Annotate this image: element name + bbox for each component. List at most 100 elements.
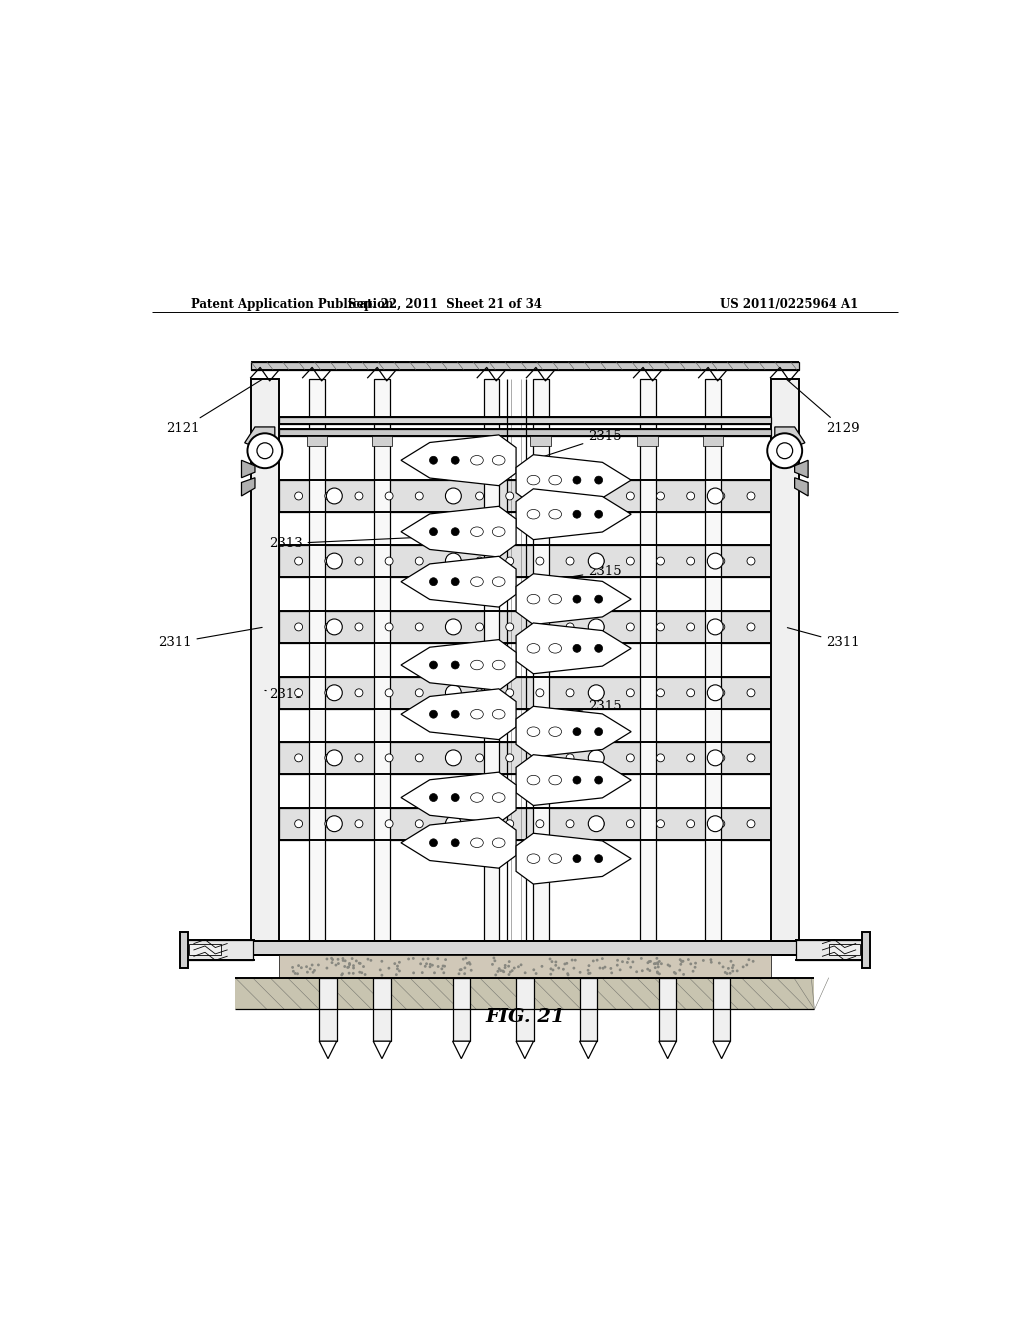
Circle shape <box>385 754 393 762</box>
Circle shape <box>469 962 471 965</box>
Circle shape <box>588 685 604 701</box>
Circle shape <box>497 970 500 973</box>
Circle shape <box>433 972 436 974</box>
Polygon shape <box>516 833 631 884</box>
Ellipse shape <box>493 455 505 465</box>
Polygon shape <box>516 488 631 540</box>
Circle shape <box>294 972 297 975</box>
Bar <box>658 978 677 1041</box>
Circle shape <box>445 816 461 832</box>
Circle shape <box>622 960 624 964</box>
Circle shape <box>694 962 697 965</box>
Circle shape <box>416 492 423 500</box>
Circle shape <box>385 557 393 565</box>
Circle shape <box>536 689 544 697</box>
Circle shape <box>452 457 459 465</box>
Circle shape <box>655 957 658 960</box>
Circle shape <box>331 958 334 961</box>
Circle shape <box>532 969 536 972</box>
Circle shape <box>660 962 663 965</box>
Circle shape <box>506 754 514 762</box>
Circle shape <box>462 958 465 961</box>
Ellipse shape <box>493 527 505 536</box>
Polygon shape <box>401 689 516 739</box>
Bar <box>705 379 721 946</box>
Circle shape <box>602 966 604 970</box>
Circle shape <box>573 958 577 961</box>
Circle shape <box>475 623 483 631</box>
Ellipse shape <box>471 709 483 719</box>
Circle shape <box>641 969 644 972</box>
Circle shape <box>748 689 755 697</box>
Bar <box>771 379 799 946</box>
Circle shape <box>748 623 755 631</box>
Ellipse shape <box>493 838 505 847</box>
Circle shape <box>718 962 721 965</box>
Circle shape <box>396 968 399 970</box>
Circle shape <box>429 793 437 801</box>
Circle shape <box>506 492 514 500</box>
Circle shape <box>573 854 581 862</box>
Circle shape <box>381 974 383 977</box>
Circle shape <box>736 969 738 973</box>
Circle shape <box>687 689 694 697</box>
Circle shape <box>615 964 618 966</box>
Circle shape <box>311 970 314 974</box>
Circle shape <box>646 961 649 964</box>
Circle shape <box>506 557 514 565</box>
Circle shape <box>355 557 362 565</box>
Circle shape <box>348 962 351 965</box>
Circle shape <box>475 754 483 762</box>
Circle shape <box>632 961 634 964</box>
Circle shape <box>729 972 731 974</box>
Circle shape <box>687 557 694 565</box>
Circle shape <box>519 964 522 966</box>
Circle shape <box>364 973 367 975</box>
Circle shape <box>445 553 461 569</box>
Circle shape <box>337 958 339 961</box>
Circle shape <box>656 557 665 565</box>
Circle shape <box>343 965 346 968</box>
Ellipse shape <box>527 854 540 863</box>
Circle shape <box>596 754 604 762</box>
Circle shape <box>468 961 471 964</box>
Circle shape <box>554 961 557 964</box>
Polygon shape <box>453 1041 470 1059</box>
Circle shape <box>680 960 683 962</box>
Bar <box>179 932 187 968</box>
Ellipse shape <box>493 793 505 803</box>
Circle shape <box>416 754 423 762</box>
Circle shape <box>669 965 671 968</box>
Circle shape <box>691 970 694 973</box>
Circle shape <box>630 966 632 969</box>
Circle shape <box>507 965 510 968</box>
Circle shape <box>708 685 723 701</box>
Circle shape <box>609 968 612 970</box>
Circle shape <box>475 820 483 828</box>
Circle shape <box>429 838 437 846</box>
Circle shape <box>717 623 725 631</box>
Circle shape <box>444 958 447 961</box>
Circle shape <box>306 970 309 974</box>
Circle shape <box>341 973 344 975</box>
Circle shape <box>595 776 603 784</box>
Circle shape <box>549 973 552 975</box>
Circle shape <box>370 958 373 962</box>
Circle shape <box>667 964 670 966</box>
Circle shape <box>511 969 514 972</box>
Circle shape <box>475 557 483 565</box>
Bar <box>279 417 771 424</box>
Circle shape <box>436 957 439 960</box>
Circle shape <box>596 492 604 500</box>
Circle shape <box>498 968 501 970</box>
Circle shape <box>346 966 349 969</box>
Bar <box>279 429 771 437</box>
Bar <box>279 545 771 577</box>
Circle shape <box>502 970 504 973</box>
Circle shape <box>495 974 497 977</box>
Circle shape <box>687 623 694 631</box>
Circle shape <box>627 623 634 631</box>
Circle shape <box>422 958 425 961</box>
Circle shape <box>452 710 459 718</box>
Polygon shape <box>401 507 516 557</box>
